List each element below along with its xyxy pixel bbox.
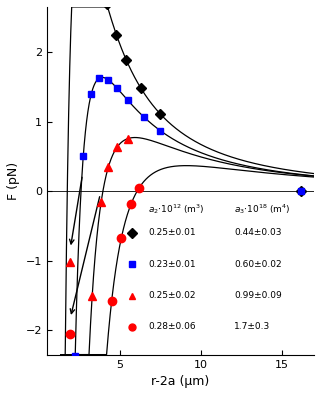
Text: 0.99±0.09: 0.99±0.09	[234, 291, 282, 300]
Text: 0.25±0.02: 0.25±0.02	[148, 291, 196, 300]
Text: $a_2$${\cdot}10^{12}$ (m$^3$): $a_2$${\cdot}10^{12}$ (m$^3$)	[148, 202, 205, 216]
Text: 0.25±0.01: 0.25±0.01	[148, 228, 196, 237]
Y-axis label: F (pN): F (pN)	[7, 162, 20, 200]
Text: 0.28±0.06: 0.28±0.06	[148, 322, 196, 331]
Text: 0.23±0.01: 0.23±0.01	[148, 260, 196, 269]
X-axis label: r-2a (μm): r-2a (μm)	[151, 375, 210, 388]
Text: 1.7±0.3: 1.7±0.3	[234, 322, 270, 331]
Text: 0.44±0.03: 0.44±0.03	[234, 228, 282, 237]
Text: $a_3$${\cdot}10^{18}$ (m$^4$): $a_3$${\cdot}10^{18}$ (m$^4$)	[234, 202, 291, 216]
Text: 0.60±0.02: 0.60±0.02	[234, 260, 282, 269]
